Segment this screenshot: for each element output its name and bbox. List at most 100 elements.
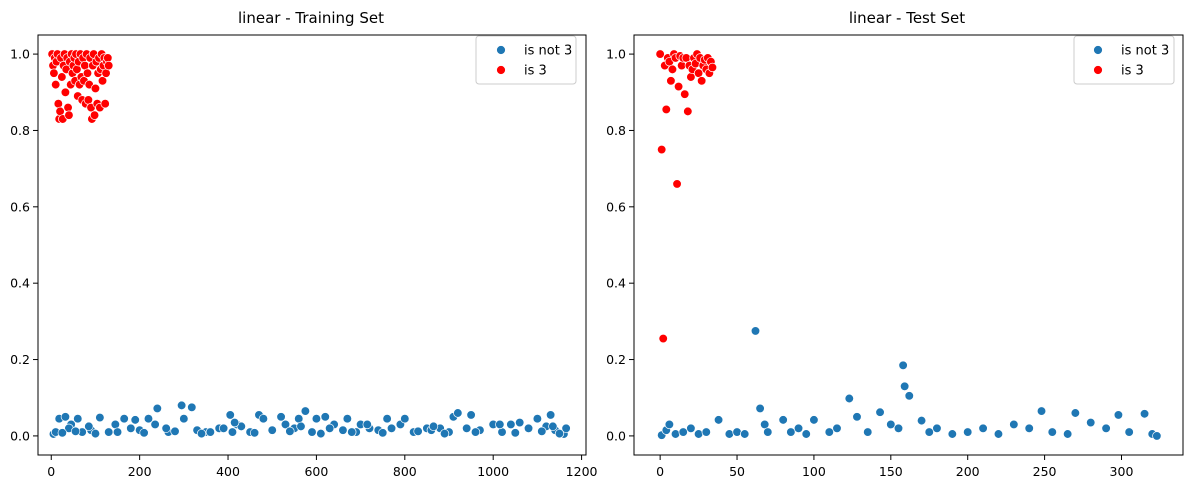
test-x-tick-label: 200 bbox=[956, 464, 980, 479]
test-point-not3 bbox=[664, 419, 675, 430]
training-point-not3 bbox=[230, 417, 240, 428]
training-point-not3 bbox=[227, 427, 238, 437]
test-point-not3 bbox=[904, 391, 914, 401]
training-point-not3 bbox=[258, 414, 269, 424]
training-point-not3 bbox=[205, 427, 216, 437]
test-point-not3 bbox=[993, 429, 1004, 439]
training-y-tick-label: 0.8 bbox=[10, 123, 30, 138]
training-point-not3 bbox=[439, 428, 450, 439]
test-point-not3 bbox=[732, 427, 742, 437]
training-point-not3 bbox=[554, 428, 565, 439]
test-y-tick-label: 0.4 bbox=[606, 276, 626, 291]
training-point-not3 bbox=[130, 415, 140, 425]
test-y-tick-label: 0.2 bbox=[606, 352, 626, 367]
training-point-not3 bbox=[126, 423, 136, 433]
training-point-not3 bbox=[119, 414, 129, 424]
training-x-tick-label: 800 bbox=[393, 464, 417, 479]
training-point-not3 bbox=[249, 428, 260, 438]
training-point-is3 bbox=[103, 53, 113, 63]
training-point-not3 bbox=[382, 414, 392, 424]
test-point-not3 bbox=[1009, 419, 1019, 430]
test-point-not3 bbox=[1152, 431, 1162, 441]
training-point-is3 bbox=[100, 99, 110, 109]
test-point-is3 bbox=[683, 106, 693, 117]
test-point-not3 bbox=[1036, 406, 1047, 416]
training-y-tick-label: 0.0 bbox=[10, 428, 30, 443]
test-x-tick-label: 50 bbox=[729, 464, 745, 479]
training-y-tick-label: 0.4 bbox=[10, 276, 30, 291]
training-point-not3 bbox=[170, 426, 180, 436]
test-point-is3 bbox=[667, 64, 678, 75]
training-point-not3 bbox=[347, 427, 357, 437]
test-point-is3 bbox=[697, 76, 707, 86]
training-x-tick-label: 1000 bbox=[477, 464, 509, 479]
test-point-not3 bbox=[801, 429, 811, 439]
test-x-tick-label: 150 bbox=[879, 464, 903, 479]
test-point-not3 bbox=[1139, 409, 1150, 419]
test-point-not3 bbox=[786, 427, 796, 437]
training-point-not3 bbox=[179, 414, 189, 424]
test-point-not3 bbox=[893, 423, 904, 433]
test-legend-is3-marker bbox=[1093, 65, 1103, 75]
test-point-not3 bbox=[900, 381, 910, 391]
test-point-not3 bbox=[852, 412, 862, 422]
training-point-not3 bbox=[453, 408, 463, 418]
training-point-is3 bbox=[49, 68, 59, 78]
training-point-not3 bbox=[532, 414, 543, 424]
test-point-is3 bbox=[707, 62, 718, 73]
training-point-is3 bbox=[53, 99, 63, 109]
training-set-panel: linear - Training Set 0 200 400 600 800 1000 1… bbox=[10, 9, 597, 479]
training-x-tick-label: 400 bbox=[216, 464, 240, 479]
test-point-not3 bbox=[932, 423, 942, 433]
test-point-not3 bbox=[670, 429, 681, 439]
test-point-is3 bbox=[661, 104, 671, 115]
training-point-is3 bbox=[104, 60, 114, 71]
training-point-not3 bbox=[413, 426, 423, 436]
test-point-not3 bbox=[924, 427, 934, 437]
test-point-not3 bbox=[763, 427, 773, 437]
training-point-not3 bbox=[84, 421, 94, 432]
training-point-not3 bbox=[285, 426, 295, 436]
test-point-not3 bbox=[755, 403, 765, 414]
training-point-not3 bbox=[545, 410, 556, 420]
training-point-not3 bbox=[152, 403, 162, 414]
test-point-not3 bbox=[750, 326, 761, 336]
training-point-not3 bbox=[510, 428, 520, 438]
training-point-not3 bbox=[161, 423, 171, 433]
training-point-not3 bbox=[548, 421, 558, 432]
test-point-not3 bbox=[875, 407, 885, 417]
test-point-not3 bbox=[1063, 429, 1073, 439]
training-point-not3 bbox=[60, 412, 71, 422]
test-plot-area: 0 50 100 150 200 250 300 0.0 0.2 0.4 0.6 0.8 1.0 bbox=[606, 34, 1184, 479]
test-x-tick-label: 250 bbox=[1033, 464, 1057, 479]
training-point-not3 bbox=[187, 402, 197, 412]
test-point-not3 bbox=[863, 427, 873, 437]
test-point-not3 bbox=[1024, 423, 1034, 433]
test-y-tick-label: 0.8 bbox=[606, 123, 626, 138]
test-point-not3 bbox=[1047, 427, 1057, 437]
training-point-not3 bbox=[110, 419, 120, 430]
test-y-tick-label: 0.6 bbox=[606, 199, 626, 214]
training-point-is3 bbox=[97, 76, 108, 86]
test-point-is3 bbox=[680, 89, 690, 99]
test-point-not3 bbox=[978, 423, 988, 433]
training-point-not3 bbox=[400, 414, 410, 424]
training-point-not3 bbox=[466, 410, 476, 420]
test-point-not3 bbox=[947, 429, 957, 439]
training-point-not3 bbox=[176, 400, 187, 411]
test-point-not3 bbox=[886, 419, 896, 430]
training-point-not3 bbox=[104, 427, 114, 437]
training-point-not3 bbox=[90, 428, 101, 439]
test-legend-is3-label: is 3 bbox=[1121, 64, 1144, 79]
training-point-is3 bbox=[89, 110, 100, 120]
test-point-not3 bbox=[778, 415, 788, 425]
training-x-tick-label: 600 bbox=[304, 464, 328, 479]
test-point-not3 bbox=[824, 427, 834, 437]
training-point-not3 bbox=[95, 412, 105, 423]
training-point-not3 bbox=[143, 414, 154, 424]
training-point-not3 bbox=[225, 410, 235, 420]
test-chart-title: linear - Test Set bbox=[849, 9, 965, 27]
training-y-tick-label: 1.0 bbox=[10, 47, 30, 62]
training-point-not3 bbox=[338, 425, 348, 435]
